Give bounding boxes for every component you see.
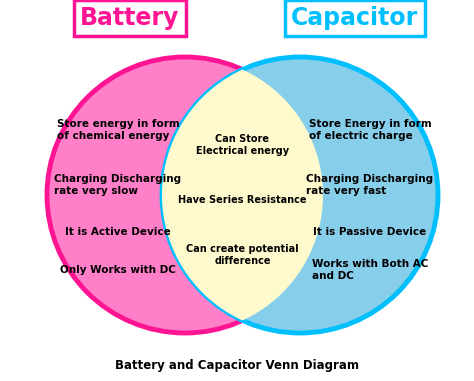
Text: Charging Discharging
rate very slow: Charging Discharging rate very slow [55,174,182,196]
Text: Battery and Capacitor Venn Diagram: Battery and Capacitor Venn Diagram [115,359,359,371]
Text: Battery: Battery [80,6,180,30]
Text: It is Active Device: It is Active Device [65,227,171,237]
Polygon shape [162,70,323,320]
Text: Only Works with DC: Only Works with DC [60,265,176,275]
Text: Store Energy in form
of electric charge: Store Energy in form of electric charge [309,119,431,141]
Text: Store energy in form
of chemical energy: Store energy in form of chemical energy [56,119,179,141]
Circle shape [47,57,323,333]
Circle shape [162,57,438,333]
Text: Can Store
Electrical energy: Can Store Electrical energy [196,134,289,156]
Text: Capacitor: Capacitor [292,6,419,30]
Text: Can create potential
difference: Can create potential difference [186,244,299,266]
Text: Have Series Resistance: Have Series Resistance [178,195,307,205]
Text: Charging Discharging
rate very fast: Charging Discharging rate very fast [306,174,434,196]
Text: Works with Both AC
and DC: Works with Both AC and DC [312,259,428,281]
Text: It is Passive Device: It is Passive Device [313,227,427,237]
